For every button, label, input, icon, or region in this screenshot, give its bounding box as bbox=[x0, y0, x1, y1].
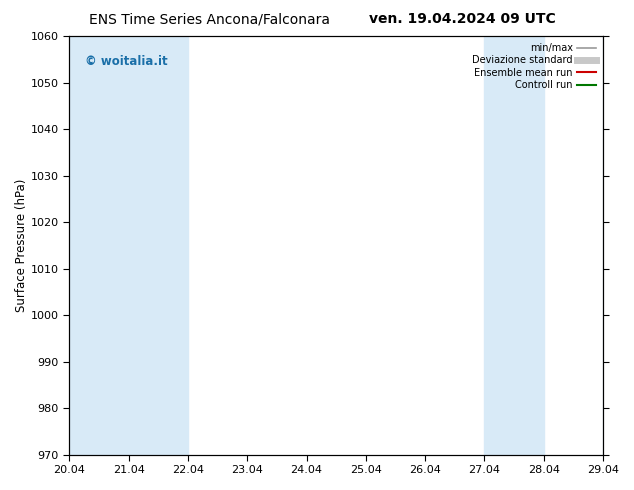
Text: ENS Time Series Ancona/Falconara: ENS Time Series Ancona/Falconara bbox=[89, 12, 330, 26]
Y-axis label: Surface Pressure (hPa): Surface Pressure (hPa) bbox=[15, 179, 28, 312]
Text: ven. 19.04.2024 09 UTC: ven. 19.04.2024 09 UTC bbox=[370, 12, 556, 26]
Bar bbox=[603, 36, 633, 455]
Bar bbox=[484, 36, 544, 455]
Bar bbox=[69, 36, 188, 455]
Text: © woitalia.it: © woitalia.it bbox=[86, 55, 168, 68]
Legend: min/max, Deviazione standard, Ensemble mean run, Controll run: min/max, Deviazione standard, Ensemble m… bbox=[470, 41, 598, 92]
